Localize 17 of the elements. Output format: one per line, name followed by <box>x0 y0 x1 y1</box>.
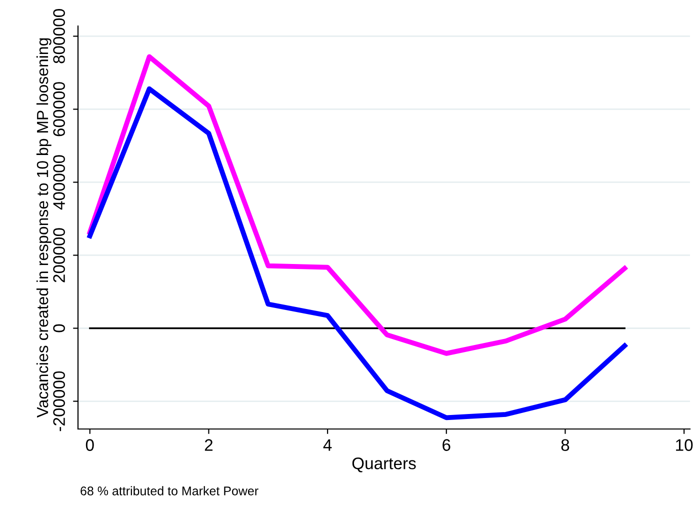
line-series <box>87 54 628 356</box>
line-series <box>87 86 628 420</box>
x-axis-title: Quarters <box>352 457 416 472</box>
y-tick-label: 800000 <box>53 9 65 64</box>
y-tick-label: 600000 <box>53 82 65 136</box>
x-tick-label: 4 <box>323 439 332 451</box>
x-tick-label: 8 <box>561 439 570 451</box>
y-tick-label: -200000 <box>53 371 65 432</box>
x-tick-label: 10 <box>676 439 693 451</box>
x-tick-label: 2 <box>204 439 213 451</box>
x-tick-label: 0 <box>86 439 94 451</box>
y-tick-label: 400000 <box>53 155 65 210</box>
y-axis-title: Vacancies created in response to 10 bp MP loosening <box>36 38 52 418</box>
y-tick-label: 0 <box>53 324 65 332</box>
y-tick-label: 200000 <box>53 228 65 282</box>
text: 68 % attributed to Market Power <box>80 486 258 496</box>
x-tick-label: 6 <box>442 439 450 451</box>
